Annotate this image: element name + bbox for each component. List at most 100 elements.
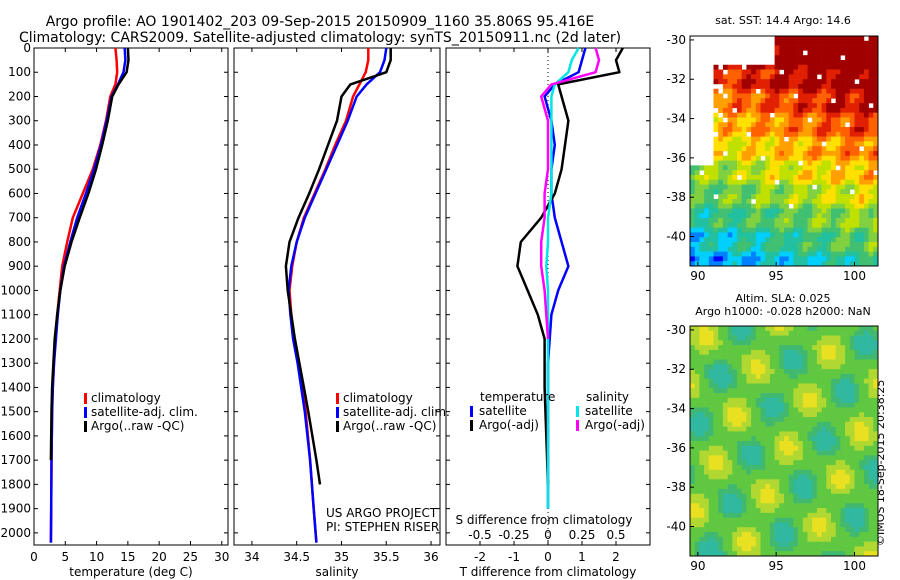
map-cell bbox=[798, 369, 804, 375]
map-cell bbox=[840, 393, 846, 399]
map-cell bbox=[690, 431, 695, 437]
map-cell bbox=[816, 107, 822, 113]
map-cell bbox=[732, 407, 738, 413]
map-cell bbox=[769, 160, 775, 166]
map-cell bbox=[755, 551, 761, 557]
map-cell bbox=[849, 345, 855, 351]
map-cell bbox=[831, 189, 836, 195]
map-cell bbox=[746, 213, 752, 219]
map-cell bbox=[793, 445, 799, 451]
map-cell bbox=[784, 146, 789, 152]
map-cell bbox=[694, 174, 700, 181]
map-cell bbox=[788, 50, 794, 56]
map-cell bbox=[831, 469, 836, 475]
map-cell bbox=[807, 136, 813, 142]
map-cell bbox=[755, 484, 761, 490]
map-cell bbox=[722, 203, 728, 209]
map-cell bbox=[760, 112, 766, 118]
map-cell bbox=[788, 335, 794, 341]
map-cell bbox=[774, 261, 780, 267]
map-cell bbox=[732, 503, 738, 509]
map-cell bbox=[873, 93, 879, 99]
map-cell bbox=[840, 141, 846, 147]
map-cell bbox=[769, 536, 775, 542]
map-cell bbox=[798, 426, 804, 432]
map-cell bbox=[840, 74, 846, 80]
map-cell bbox=[807, 417, 813, 423]
map-cell bbox=[873, 213, 879, 219]
map-cell bbox=[788, 213, 794, 219]
map-cell bbox=[741, 417, 747, 423]
map-cell bbox=[746, 141, 752, 147]
map-cell bbox=[737, 227, 742, 233]
map-cell bbox=[708, 469, 714, 475]
map-cell bbox=[831, 532, 836, 538]
map-cell bbox=[727, 474, 733, 480]
map-cell bbox=[849, 59, 855, 66]
map-cell bbox=[798, 503, 804, 509]
map-cell bbox=[722, 242, 728, 248]
map-cell bbox=[751, 88, 757, 94]
map-cell bbox=[722, 527, 728, 533]
map-cell bbox=[713, 488, 719, 495]
map-cell bbox=[760, 407, 766, 413]
map-cell bbox=[863, 198, 869, 205]
map-cell bbox=[746, 417, 752, 423]
map-cell bbox=[802, 388, 808, 394]
map-cell bbox=[840, 464, 846, 471]
map-cell bbox=[746, 493, 752, 499]
map-cell bbox=[802, 151, 808, 157]
map-cell bbox=[821, 383, 827, 389]
map-cell bbox=[807, 546, 813, 552]
map-cell bbox=[765, 426, 771, 432]
map-cell bbox=[760, 151, 766, 157]
map-cell bbox=[863, 64, 869, 70]
map-cell bbox=[718, 151, 724, 157]
map-cell bbox=[812, 436, 818, 442]
map-cell bbox=[849, 359, 855, 365]
map-cell bbox=[798, 335, 804, 341]
map-cell bbox=[755, 160, 761, 166]
map-cell bbox=[793, 79, 799, 85]
map-cell bbox=[732, 74, 738, 80]
map-cell bbox=[746, 330, 752, 336]
map-cell bbox=[765, 88, 771, 94]
map-cell bbox=[859, 208, 865, 214]
map-cell bbox=[802, 208, 808, 214]
map-cell bbox=[821, 460, 827, 466]
map-cell bbox=[704, 474, 710, 480]
x-tick-label: 34 bbox=[244, 550, 259, 564]
map-cell bbox=[816, 359, 822, 365]
map-cell bbox=[741, 174, 747, 181]
map-cell bbox=[835, 340, 841, 346]
map-cell bbox=[788, 40, 794, 46]
map-cell bbox=[863, 330, 869, 336]
map-cell bbox=[859, 155, 865, 161]
map-cell bbox=[835, 203, 841, 209]
map-cell bbox=[807, 493, 813, 499]
map-cell bbox=[737, 83, 742, 90]
map-cell bbox=[718, 493, 724, 499]
map-cell bbox=[807, 251, 813, 257]
map-cell bbox=[699, 345, 705, 351]
map-cell bbox=[741, 536, 747, 542]
x-axis-label: temperature (deg C) bbox=[69, 565, 192, 579]
map-cell bbox=[802, 431, 808, 437]
map-cell bbox=[831, 364, 836, 370]
map-cell bbox=[854, 237, 860, 243]
map-cell bbox=[784, 184, 789, 190]
map-cell bbox=[737, 393, 742, 399]
map-cell bbox=[699, 213, 705, 219]
map-cell bbox=[699, 402, 705, 408]
map-cell bbox=[812, 373, 818, 380]
map-cell bbox=[708, 498, 714, 504]
map-cell bbox=[774, 40, 780, 46]
series-line-argo-raw-qc- bbox=[49, 47, 130, 461]
map-cell bbox=[746, 373, 752, 380]
map-cell bbox=[831, 59, 836, 66]
map-cell bbox=[690, 237, 695, 243]
map-cell bbox=[840, 98, 846, 104]
map-cell bbox=[732, 349, 738, 356]
map-cell bbox=[769, 251, 775, 257]
map-cell bbox=[784, 256, 789, 262]
